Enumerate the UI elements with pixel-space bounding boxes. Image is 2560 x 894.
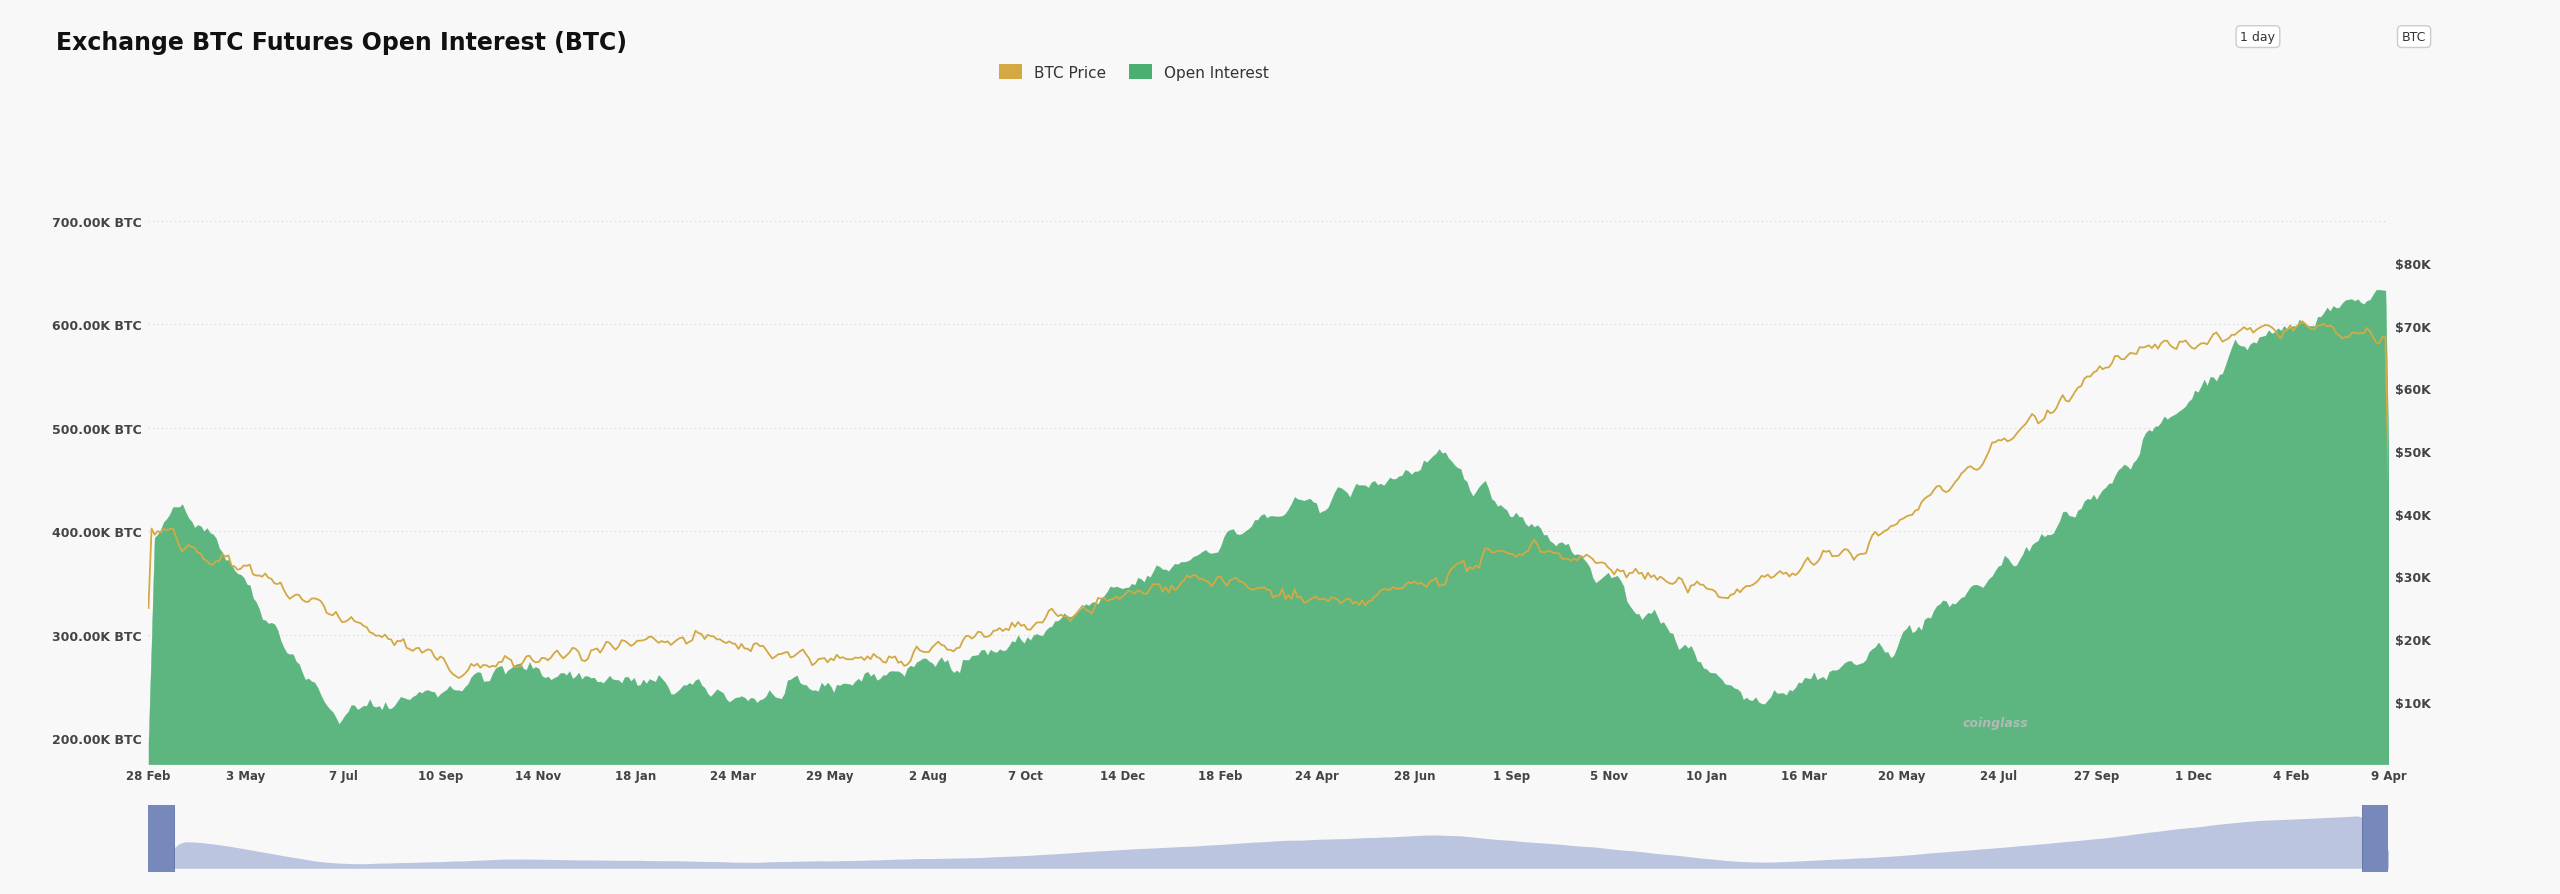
Text: 1 day: 1 day bbox=[2240, 31, 2276, 44]
FancyBboxPatch shape bbox=[146, 778, 174, 894]
Text: coinglass: coinglass bbox=[1964, 716, 2028, 729]
Legend: BTC Price, Open Interest: BTC Price, Open Interest bbox=[993, 59, 1275, 87]
Text: BTC: BTC bbox=[2401, 31, 2427, 44]
FancyBboxPatch shape bbox=[2363, 778, 2391, 894]
Text: Exchange BTC Futures Open Interest (BTC): Exchange BTC Futures Open Interest (BTC) bbox=[56, 31, 627, 55]
